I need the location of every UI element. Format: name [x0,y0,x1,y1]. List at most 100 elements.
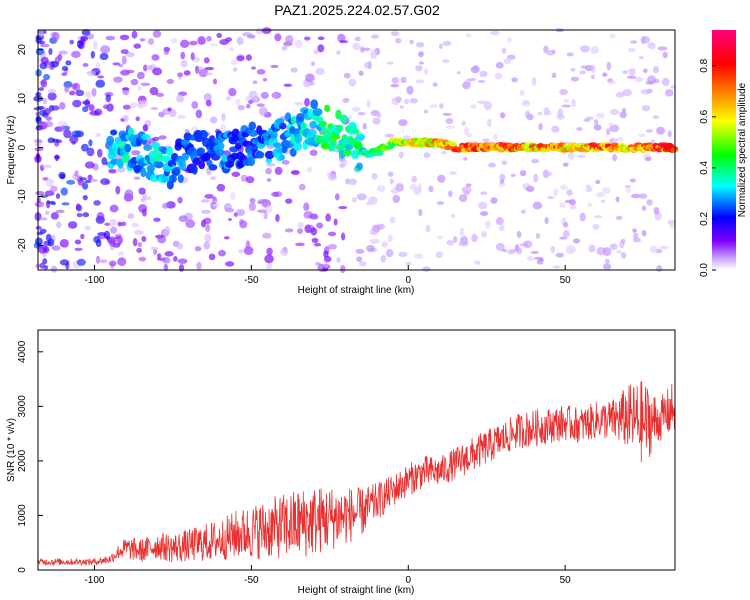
noise-blob [178,264,185,272]
noise-blob [44,190,55,197]
ridge-blob [154,161,164,169]
noise-blob [146,65,153,70]
noise-blob [535,232,541,239]
x-tick-label: -100 [84,575,104,586]
noise-blob [531,158,540,164]
noise-blob [336,50,341,55]
ridge-blob [179,162,187,171]
noise-blob [489,30,500,36]
noise-blob [553,188,558,197]
noise-blob [585,186,593,193]
noise-blob [162,202,170,209]
colorbar-tick-label: 0.8 [699,58,710,72]
noise-blob [89,110,100,116]
noise-blob [619,111,627,119]
noise-blob [84,98,91,108]
noise-blob [42,258,48,265]
noise-blob [501,160,508,166]
noise-blob [142,124,149,132]
noise-blob [264,254,274,264]
noise-blob [61,72,67,77]
noise-blob [669,221,676,229]
noise-blob [602,72,608,77]
noise-blob [50,185,58,192]
noise-blob [632,237,642,243]
ridge-blob [150,141,161,150]
noise-blob [498,182,506,187]
noise-blob [524,110,531,119]
noise-blob [482,138,490,143]
noise-blob [180,39,190,49]
noise-blob [605,128,611,135]
noise-blob [122,114,129,122]
noise-blob [205,72,213,76]
noise-blob [626,186,631,193]
noise-blob [519,169,527,177]
noise-blob [243,246,254,255]
noise-blob [456,71,461,75]
noise-blob [395,183,405,192]
noise-blob [495,242,505,252]
noise-blob [68,90,76,96]
ridge-blob [273,142,282,149]
noise-blob [100,178,110,185]
noise-blob [40,44,50,48]
noise-blob [600,199,606,203]
noise-blob [133,43,142,49]
noise-blob [641,105,651,112]
noise-blob [294,39,303,48]
noise-blob [265,204,273,214]
noise-blob [84,179,92,184]
noise-blob [119,34,130,41]
noise-blob [251,66,256,70]
noise-blob [58,50,68,55]
noise-blob [47,88,57,94]
noise-blob [647,42,656,50]
noise-blob [51,265,58,273]
ridge-blob [295,113,305,124]
noise-blob [590,46,600,54]
noise-blob [239,218,245,226]
noise-blob [395,38,402,44]
noise-blob [659,245,669,250]
noise-blob [546,49,555,56]
noise-blob [595,112,605,119]
noise-blob [164,225,171,235]
ridge-blob [309,120,318,129]
noise-blob [486,118,492,128]
noise-blob [133,176,141,180]
noise-blob [619,240,625,249]
noise-blob [47,92,57,101]
noise-blob [90,50,95,59]
noise-blob [138,256,147,262]
noise-blob [205,99,212,107]
noise-blob [479,70,488,78]
noise-blob [135,116,140,122]
noise-blob [465,33,472,38]
noise-blob [570,76,580,82]
noise-blob [47,238,55,247]
noise-blob [293,101,304,106]
noise-blob [203,93,212,102]
noise-blob [101,157,108,166]
noise-blob [152,67,163,76]
noise-blob [55,221,62,229]
noise-blob [304,97,310,107]
noise-blob [369,238,380,245]
noise-blob [137,242,142,248]
noise-blob [588,244,596,253]
ridge-blob [320,142,331,150]
noise-blob [44,121,54,128]
y-tick-label: 4000 [17,340,28,363]
noise-blob [43,73,51,81]
noise-blob [403,98,410,105]
noise-blob [609,137,619,144]
noise-blob [495,61,504,69]
noise-blob [579,212,586,222]
noise-blob [436,200,445,206]
noise-blob [411,175,417,183]
noise-blob [82,106,89,113]
noise-blob [284,228,294,233]
noise-blob [463,156,468,161]
noise-blob [339,40,349,44]
